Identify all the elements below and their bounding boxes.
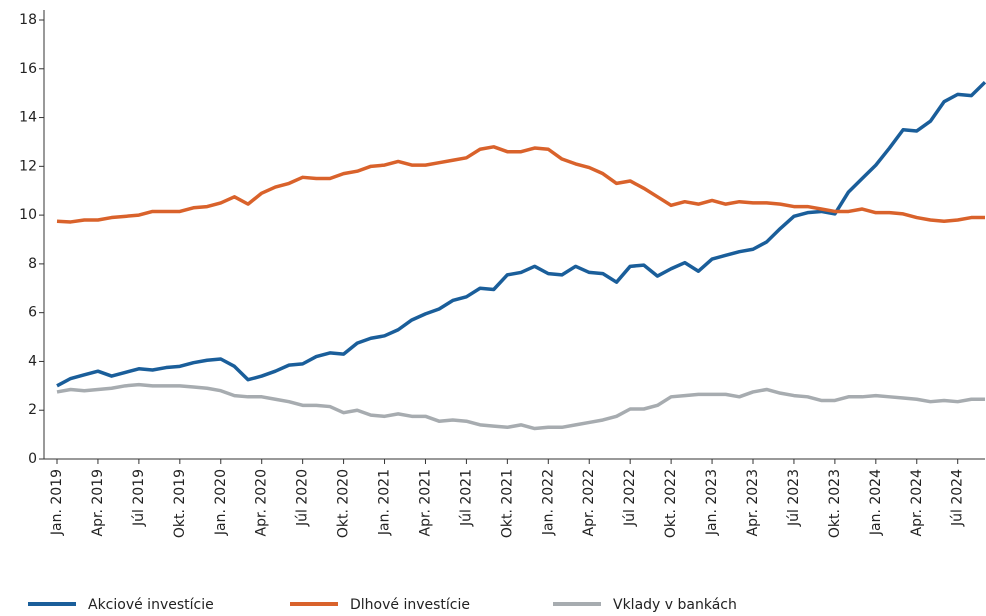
legend-label: Vklady v bankách xyxy=(613,597,737,613)
x-tick-label: Apr. 2020 xyxy=(254,469,270,536)
series-line xyxy=(56,382,985,431)
y-tick-label: 4 xyxy=(28,353,37,369)
y-tick-label: 6 xyxy=(28,305,37,321)
x-tick-label: Apr. 2021 xyxy=(417,469,433,536)
x-tick-label: Júl 2024 xyxy=(950,469,966,527)
y-tick-label: 2 xyxy=(28,402,37,418)
x-tick-label: Okt. 2023 xyxy=(827,469,843,538)
x-tick-label: Okt. 2020 xyxy=(336,469,352,538)
x-tick-label: Apr. 2024 xyxy=(909,469,925,537)
y-tick-label: 14 xyxy=(19,110,37,126)
x-tick-label: Jan. 2023 xyxy=(704,469,720,536)
legend-label: Akciové investície xyxy=(88,597,214,613)
x-tick-label: Jan. 2024 xyxy=(868,469,884,536)
legend-label: Dlhové investície xyxy=(350,597,470,613)
series-line xyxy=(56,145,985,224)
x-tick-label: Jan. 2019 xyxy=(49,469,65,536)
x-tick-label: Jan. 2022 xyxy=(540,469,556,536)
series-line xyxy=(56,80,986,388)
x-tick-label: Apr. 2022 xyxy=(581,469,597,536)
y-tick-label: 16 xyxy=(19,61,37,77)
x-tick-label: Júl 2023 xyxy=(786,469,802,527)
x-tick-label: Apr. 2023 xyxy=(745,469,761,536)
x-tick-label: Okt. 2022 xyxy=(663,469,679,538)
y-tick-label: 10 xyxy=(19,207,37,223)
x-tick-label: Júl 2021 xyxy=(458,469,474,527)
x-tick-label: Júl 2022 xyxy=(622,469,638,527)
x-tick-label: Júl 2019 xyxy=(131,469,147,527)
y-tick-label: 0 xyxy=(28,451,37,467)
x-tick-label: Okt. 2019 xyxy=(172,469,188,538)
y-tick-label: 18 xyxy=(19,12,37,28)
x-tick-label: Jan. 2020 xyxy=(213,469,229,536)
x-tick-label: Okt. 2021 xyxy=(499,469,515,538)
x-tick-label: Júl 2020 xyxy=(295,469,311,527)
x-tick-label: Jan. 2021 xyxy=(377,469,393,536)
y-tick-label: 8 xyxy=(28,256,37,272)
y-tick-label: 12 xyxy=(19,158,37,174)
x-tick-label: Apr. 2019 xyxy=(90,469,106,536)
